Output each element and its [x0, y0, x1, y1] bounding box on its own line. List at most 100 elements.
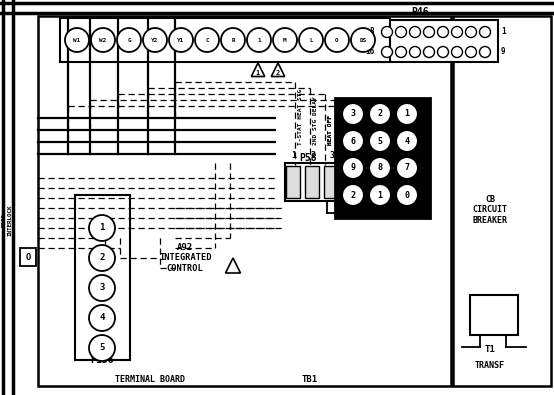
- Text: P156: P156: [90, 355, 114, 365]
- Text: 5: 5: [377, 137, 382, 145]
- Bar: [335, 98, 430, 218]
- Circle shape: [369, 157, 391, 179]
- Circle shape: [89, 305, 115, 331]
- Text: 16: 16: [365, 47, 374, 56]
- Bar: [20, 248, 36, 266]
- Circle shape: [396, 184, 418, 206]
- Bar: [38, 16, 451, 386]
- Text: G: G: [127, 38, 131, 43]
- Circle shape: [396, 103, 418, 125]
- Bar: [285, 163, 363, 201]
- Text: DS: DS: [360, 38, 367, 43]
- Text: R: R: [231, 38, 235, 43]
- Circle shape: [423, 47, 434, 58]
- Circle shape: [369, 103, 391, 125]
- Text: 8: 8: [377, 164, 382, 173]
- Text: 2: 2: [310, 151, 315, 160]
- Text: T1: T1: [485, 346, 495, 354]
- Text: 3: 3: [351, 109, 356, 118]
- Circle shape: [195, 28, 219, 52]
- Bar: [75, 195, 130, 360]
- Text: 8: 8: [370, 28, 374, 36]
- Circle shape: [452, 47, 463, 58]
- Circle shape: [342, 103, 364, 125]
- Text: T-STAT HEAT STG: T-STAT HEAT STG: [298, 89, 303, 145]
- Circle shape: [221, 28, 245, 52]
- Circle shape: [480, 26, 490, 38]
- Bar: [378, 20, 498, 62]
- Text: 1: 1: [404, 109, 409, 118]
- Text: 1: 1: [257, 38, 261, 43]
- Circle shape: [438, 47, 449, 58]
- Bar: [343, 166, 357, 198]
- Text: 2: 2: [351, 190, 356, 199]
- Text: 9: 9: [501, 47, 506, 56]
- Circle shape: [409, 47, 420, 58]
- Circle shape: [325, 28, 349, 52]
- Bar: [324, 166, 338, 198]
- Polygon shape: [252, 63, 265, 77]
- Circle shape: [382, 47, 392, 58]
- Text: TRANSF: TRANSF: [475, 361, 505, 369]
- Text: 1: 1: [256, 70, 260, 76]
- Bar: [286, 166, 300, 198]
- Circle shape: [452, 26, 463, 38]
- Polygon shape: [225, 258, 240, 273]
- Circle shape: [351, 28, 375, 52]
- Text: 1: 1: [291, 151, 296, 160]
- Text: 3: 3: [99, 284, 105, 293]
- Circle shape: [438, 26, 449, 38]
- Circle shape: [247, 28, 271, 52]
- Text: 2ND STG DELAY: 2ND STG DELAY: [313, 96, 318, 145]
- Text: L: L: [309, 38, 313, 43]
- Text: CB
CIRCUIT
BREAKER: CB CIRCUIT BREAKER: [473, 195, 507, 225]
- Text: HEAT OFF: HEAT OFF: [328, 115, 333, 145]
- Text: O: O: [335, 38, 339, 43]
- Text: M: M: [283, 38, 287, 43]
- Circle shape: [396, 26, 407, 38]
- Circle shape: [299, 28, 323, 52]
- Bar: [305, 166, 319, 198]
- Circle shape: [465, 47, 476, 58]
- Circle shape: [369, 130, 391, 152]
- Text: 9: 9: [351, 164, 356, 173]
- Circle shape: [342, 184, 364, 206]
- Text: TERMINAL BOARD: TERMINAL BOARD: [115, 376, 185, 384]
- Circle shape: [117, 28, 141, 52]
- Text: 4: 4: [404, 137, 409, 145]
- Text: 1: 1: [99, 224, 105, 233]
- Circle shape: [396, 157, 418, 179]
- Text: 1: 1: [501, 28, 506, 36]
- Text: 6: 6: [351, 137, 356, 145]
- Text: A92: A92: [177, 243, 193, 252]
- Circle shape: [65, 28, 89, 52]
- Text: DOOR
INTERLOCK: DOOR INTERLOCK: [2, 204, 12, 236]
- Text: TB1: TB1: [302, 376, 318, 384]
- Text: 2: 2: [276, 70, 280, 76]
- Text: 3: 3: [330, 151, 335, 160]
- Circle shape: [480, 47, 490, 58]
- Circle shape: [396, 130, 418, 152]
- Circle shape: [465, 26, 476, 38]
- Text: Y1: Y1: [177, 38, 184, 43]
- Text: 5: 5: [99, 344, 105, 352]
- Circle shape: [89, 335, 115, 361]
- Text: W1: W1: [73, 38, 81, 43]
- Text: 4: 4: [348, 151, 353, 160]
- Text: Y2: Y2: [151, 38, 158, 43]
- Circle shape: [273, 28, 297, 52]
- Circle shape: [409, 26, 420, 38]
- Circle shape: [169, 28, 193, 52]
- Bar: [453, 16, 551, 386]
- Text: 0: 0: [404, 190, 409, 199]
- Circle shape: [89, 275, 115, 301]
- Text: W2: W2: [99, 38, 106, 43]
- Text: INTEGRATED
CONTROL: INTEGRATED CONTROL: [159, 253, 211, 273]
- Text: P46: P46: [411, 7, 429, 17]
- Circle shape: [91, 28, 115, 52]
- Circle shape: [143, 28, 167, 52]
- Text: O: O: [25, 252, 30, 261]
- Text: DELAY: DELAY: [343, 126, 348, 145]
- Text: 4: 4: [99, 314, 105, 322]
- Circle shape: [89, 245, 115, 271]
